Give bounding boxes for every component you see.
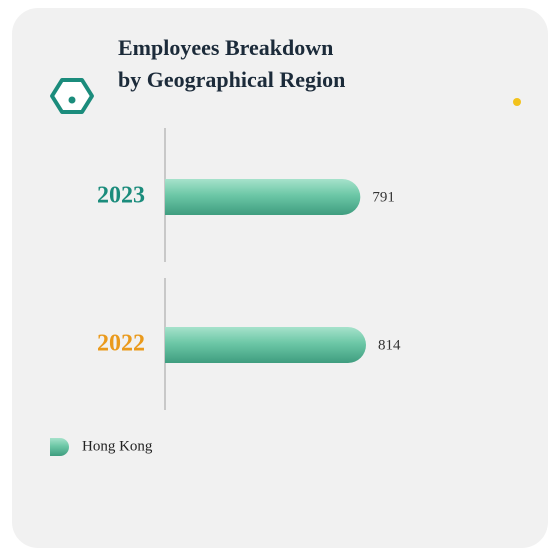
legend-swatch — [50, 438, 69, 456]
legend-label: Hong Kong — [82, 438, 153, 454]
category-label: 2023 — [97, 183, 145, 209]
value-label: 814 — [378, 337, 401, 353]
category-label: 2022 — [97, 331, 145, 357]
value-label: 791 — [372, 189, 395, 205]
chart-title: by Geographical Region — [118, 67, 345, 92]
title-ornament — [50, 78, 521, 114]
card — [12, 8, 548, 548]
bar — [165, 179, 361, 215]
chart-title: Employees Breakdown — [118, 35, 333, 60]
bar — [165, 327, 366, 363]
